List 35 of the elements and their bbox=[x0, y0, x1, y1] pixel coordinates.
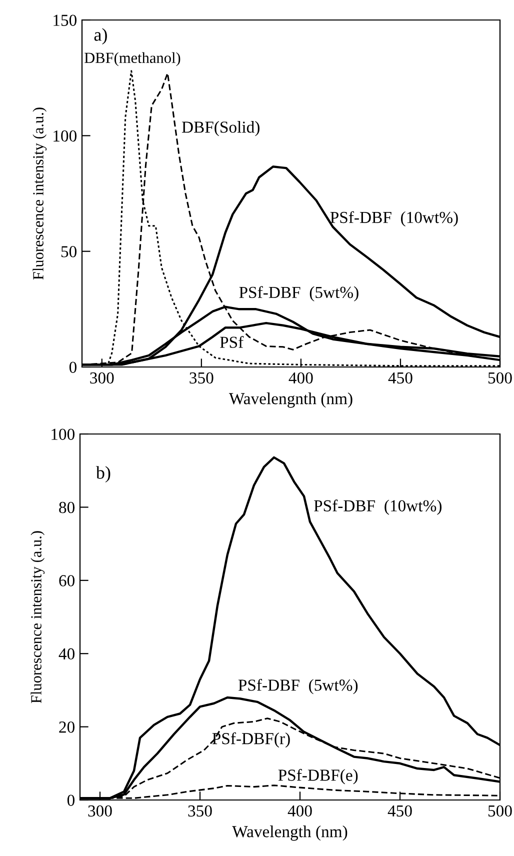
x-tick-label: 350 bbox=[190, 372, 214, 384]
y-axis-title: Fluorescence intensity (a.u.) bbox=[30, 531, 45, 704]
series-label: PSf bbox=[220, 336, 244, 348]
y-tick-label: 100 bbox=[52, 428, 75, 440]
y-tick-label: 40 bbox=[58, 648, 75, 660]
x-tick-label: 350 bbox=[188, 805, 212, 817]
x-tick-label: 300 bbox=[90, 372, 114, 384]
series-label: DBF(methanol) bbox=[84, 52, 180, 66]
x-tick-label: 300 bbox=[88, 805, 112, 817]
x-tick-label: 400 bbox=[288, 372, 313, 384]
x-axis-title: Wavelengnth (nm) bbox=[228, 392, 352, 408]
series-label: PSf-DBF (5wt%) bbox=[239, 286, 358, 302]
series-label: PSf-DBF (10wt%) bbox=[314, 500, 442, 515]
y-tick-label: 150 bbox=[54, 14, 77, 26]
series-label: PSf-DBF(r) bbox=[212, 732, 290, 748]
y-tick-label: 80 bbox=[59, 502, 75, 514]
series-label: PSf-DBF (10wt%) bbox=[330, 211, 458, 226]
x-tick-label: 500 bbox=[488, 372, 512, 384]
series-label: PSf-DBF (5wt%) bbox=[238, 678, 358, 694]
x-tick-label: 450 bbox=[388, 805, 412, 817]
y-tick-label: 0 bbox=[67, 794, 75, 806]
y-tick-label: 50 bbox=[61, 246, 77, 258]
x-axis-title: Wavelength (nm) bbox=[232, 826, 348, 841]
y-axis-title: Fluorescence intensity (a.u.) bbox=[32, 108, 47, 280]
x-tick-label: 500 bbox=[488, 805, 512, 817]
annotation: a) bbox=[94, 28, 107, 44]
y-tick-label: 0 bbox=[69, 362, 77, 373]
y-tick-label: 60 bbox=[59, 575, 75, 586]
series-label: DBF(Solid) bbox=[182, 121, 260, 136]
y-tick-label: 20 bbox=[59, 722, 75, 733]
x-tick-label: 450 bbox=[388, 372, 412, 384]
x-tick-label: 400 bbox=[288, 805, 312, 817]
series-label: PSf-DBF(e) bbox=[278, 768, 358, 784]
y-tick-label: 100 bbox=[54, 130, 77, 142]
annotation: b) bbox=[96, 466, 110, 482]
